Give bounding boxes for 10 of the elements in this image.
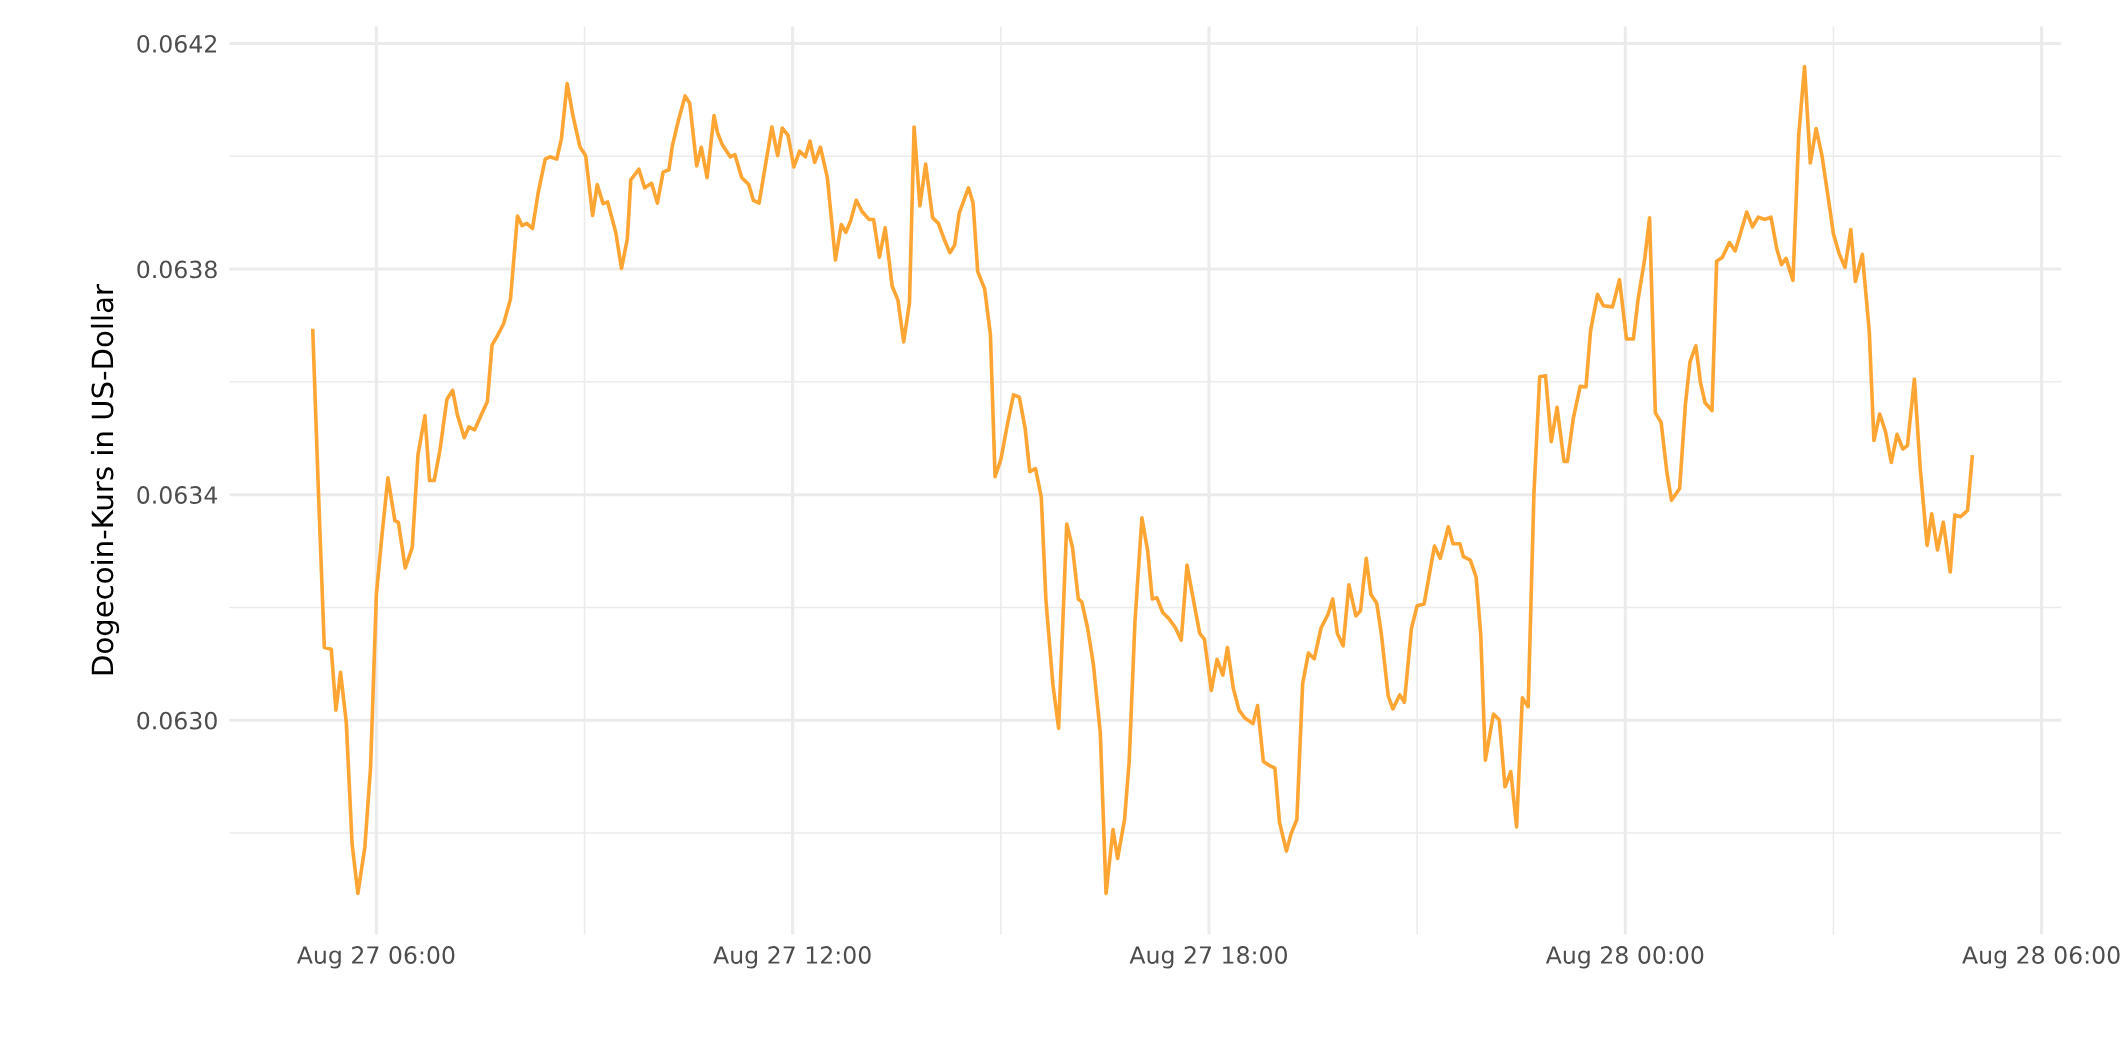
y-tick-label: 0.0634 — [137, 486, 218, 504]
y-tick-label: 0.0638 — [137, 260, 217, 279]
x-tick-label: Aug 28 00:00 — [1545, 946, 1704, 969]
x-tick-label: Aug 27 18:00 — [1129, 946, 1288, 969]
x-tick-label: Aug 28 06:00 — [1962, 946, 2120, 969]
x-tick-label: Aug 27 06:00 — [296, 946, 455, 969]
y-tick-label: 0.0630 — [137, 711, 217, 730]
y-tick-label: 0.0642 — [137, 34, 217, 53]
x-tick-label: Aug 27 12:00 — [713, 946, 871, 969]
y-axis-title: Dogecoin-Kurs in US-Dollar — [90, 284, 120, 675]
